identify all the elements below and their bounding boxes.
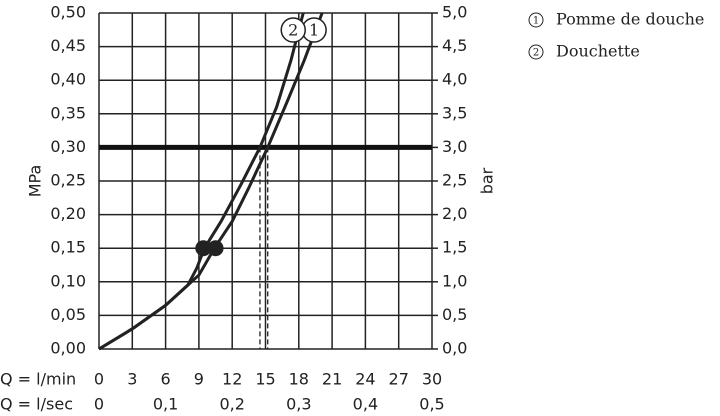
y-tick-label: 0,25 bbox=[50, 171, 86, 190]
x2-tick-label: 0 bbox=[94, 395, 104, 414]
x-tick-label: 9 bbox=[194, 370, 204, 389]
legend-entry: 2 Douchette bbox=[528, 42, 640, 61]
x-tick-label: 12 bbox=[222, 370, 242, 389]
x2-axis-label: Q = l/sec bbox=[0, 395, 73, 414]
x-tick-label: 24 bbox=[355, 370, 375, 389]
x-tick-label: 21 bbox=[322, 370, 342, 389]
legend-symbol bbox=[528, 44, 544, 60]
legend-symbol-label: 2 bbox=[533, 48, 539, 59]
x2-tick-label: 0,1 bbox=[153, 395, 178, 414]
y2-tick-label: 1,5 bbox=[442, 238, 467, 257]
curve-label-circle bbox=[280, 17, 306, 43]
x2-tick-label: 0,3 bbox=[286, 395, 311, 414]
legend-entry: 1 Pomme de douche bbox=[528, 10, 704, 29]
operating-dot bbox=[195, 240, 212, 257]
y-tick-label: 0,50 bbox=[50, 3, 86, 22]
legend-label: Douchette bbox=[556, 42, 640, 61]
y-tick-label: 0,35 bbox=[50, 103, 86, 122]
y-tick-label: 0,15 bbox=[50, 238, 86, 257]
y-tick-label: 0,20 bbox=[50, 204, 86, 223]
x2-tick-label: 0,2 bbox=[219, 395, 244, 414]
legend-symbol-label: 1 bbox=[533, 16, 539, 27]
y2-axis-label: bar bbox=[478, 167, 497, 194]
y-tick-label: 0,00 bbox=[50, 339, 86, 358]
legend-label: Pomme de douche bbox=[556, 10, 704, 29]
y2-tick-label: 2,5 bbox=[442, 171, 467, 190]
y2-tick-label: 1,0 bbox=[442, 271, 467, 290]
x-tick-label: 18 bbox=[289, 370, 309, 389]
y2-tick-label: 4,0 bbox=[442, 70, 467, 89]
x-tick-label: 0 bbox=[94, 370, 104, 389]
curve-label: 1 bbox=[309, 21, 319, 40]
y-tick-label: 0,10 bbox=[50, 271, 86, 290]
x2-tick-label: 0,4 bbox=[353, 395, 378, 414]
y-axis-label: MPa bbox=[26, 165, 45, 198]
y2-tick-label: 3,0 bbox=[442, 137, 467, 156]
x-tick-label: 30 bbox=[422, 370, 442, 389]
y2-tick-label: 0,5 bbox=[442, 305, 467, 324]
x-axis-label: Q = l/min bbox=[0, 370, 76, 389]
curve bbox=[98, 12, 305, 351]
operating-dot bbox=[207, 240, 224, 257]
y2-tick-label: 0,0 bbox=[442, 339, 467, 358]
legend-symbol bbox=[528, 12, 544, 28]
x2-tick-label: 0,5 bbox=[419, 395, 444, 414]
y2-tick-label: 3,5 bbox=[442, 103, 467, 122]
y-tick-label: 0,40 bbox=[50, 70, 86, 89]
x-tick-label: 15 bbox=[255, 370, 275, 389]
x-tick-label: 27 bbox=[389, 370, 409, 389]
x-tick-label: 3 bbox=[127, 370, 137, 389]
y-tick-label: 0,45 bbox=[50, 36, 86, 55]
y2-tick-label: 5,0 bbox=[442, 3, 467, 22]
y2-tick-label: 2,0 bbox=[442, 204, 467, 223]
x-tick-label: 6 bbox=[161, 370, 171, 389]
y-tick-label: 0,05 bbox=[50, 305, 86, 324]
curve-label: 2 bbox=[288, 21, 298, 40]
y-tick-label: 0,30 bbox=[50, 137, 86, 156]
y2-tick-label: 4,5 bbox=[442, 36, 467, 55]
